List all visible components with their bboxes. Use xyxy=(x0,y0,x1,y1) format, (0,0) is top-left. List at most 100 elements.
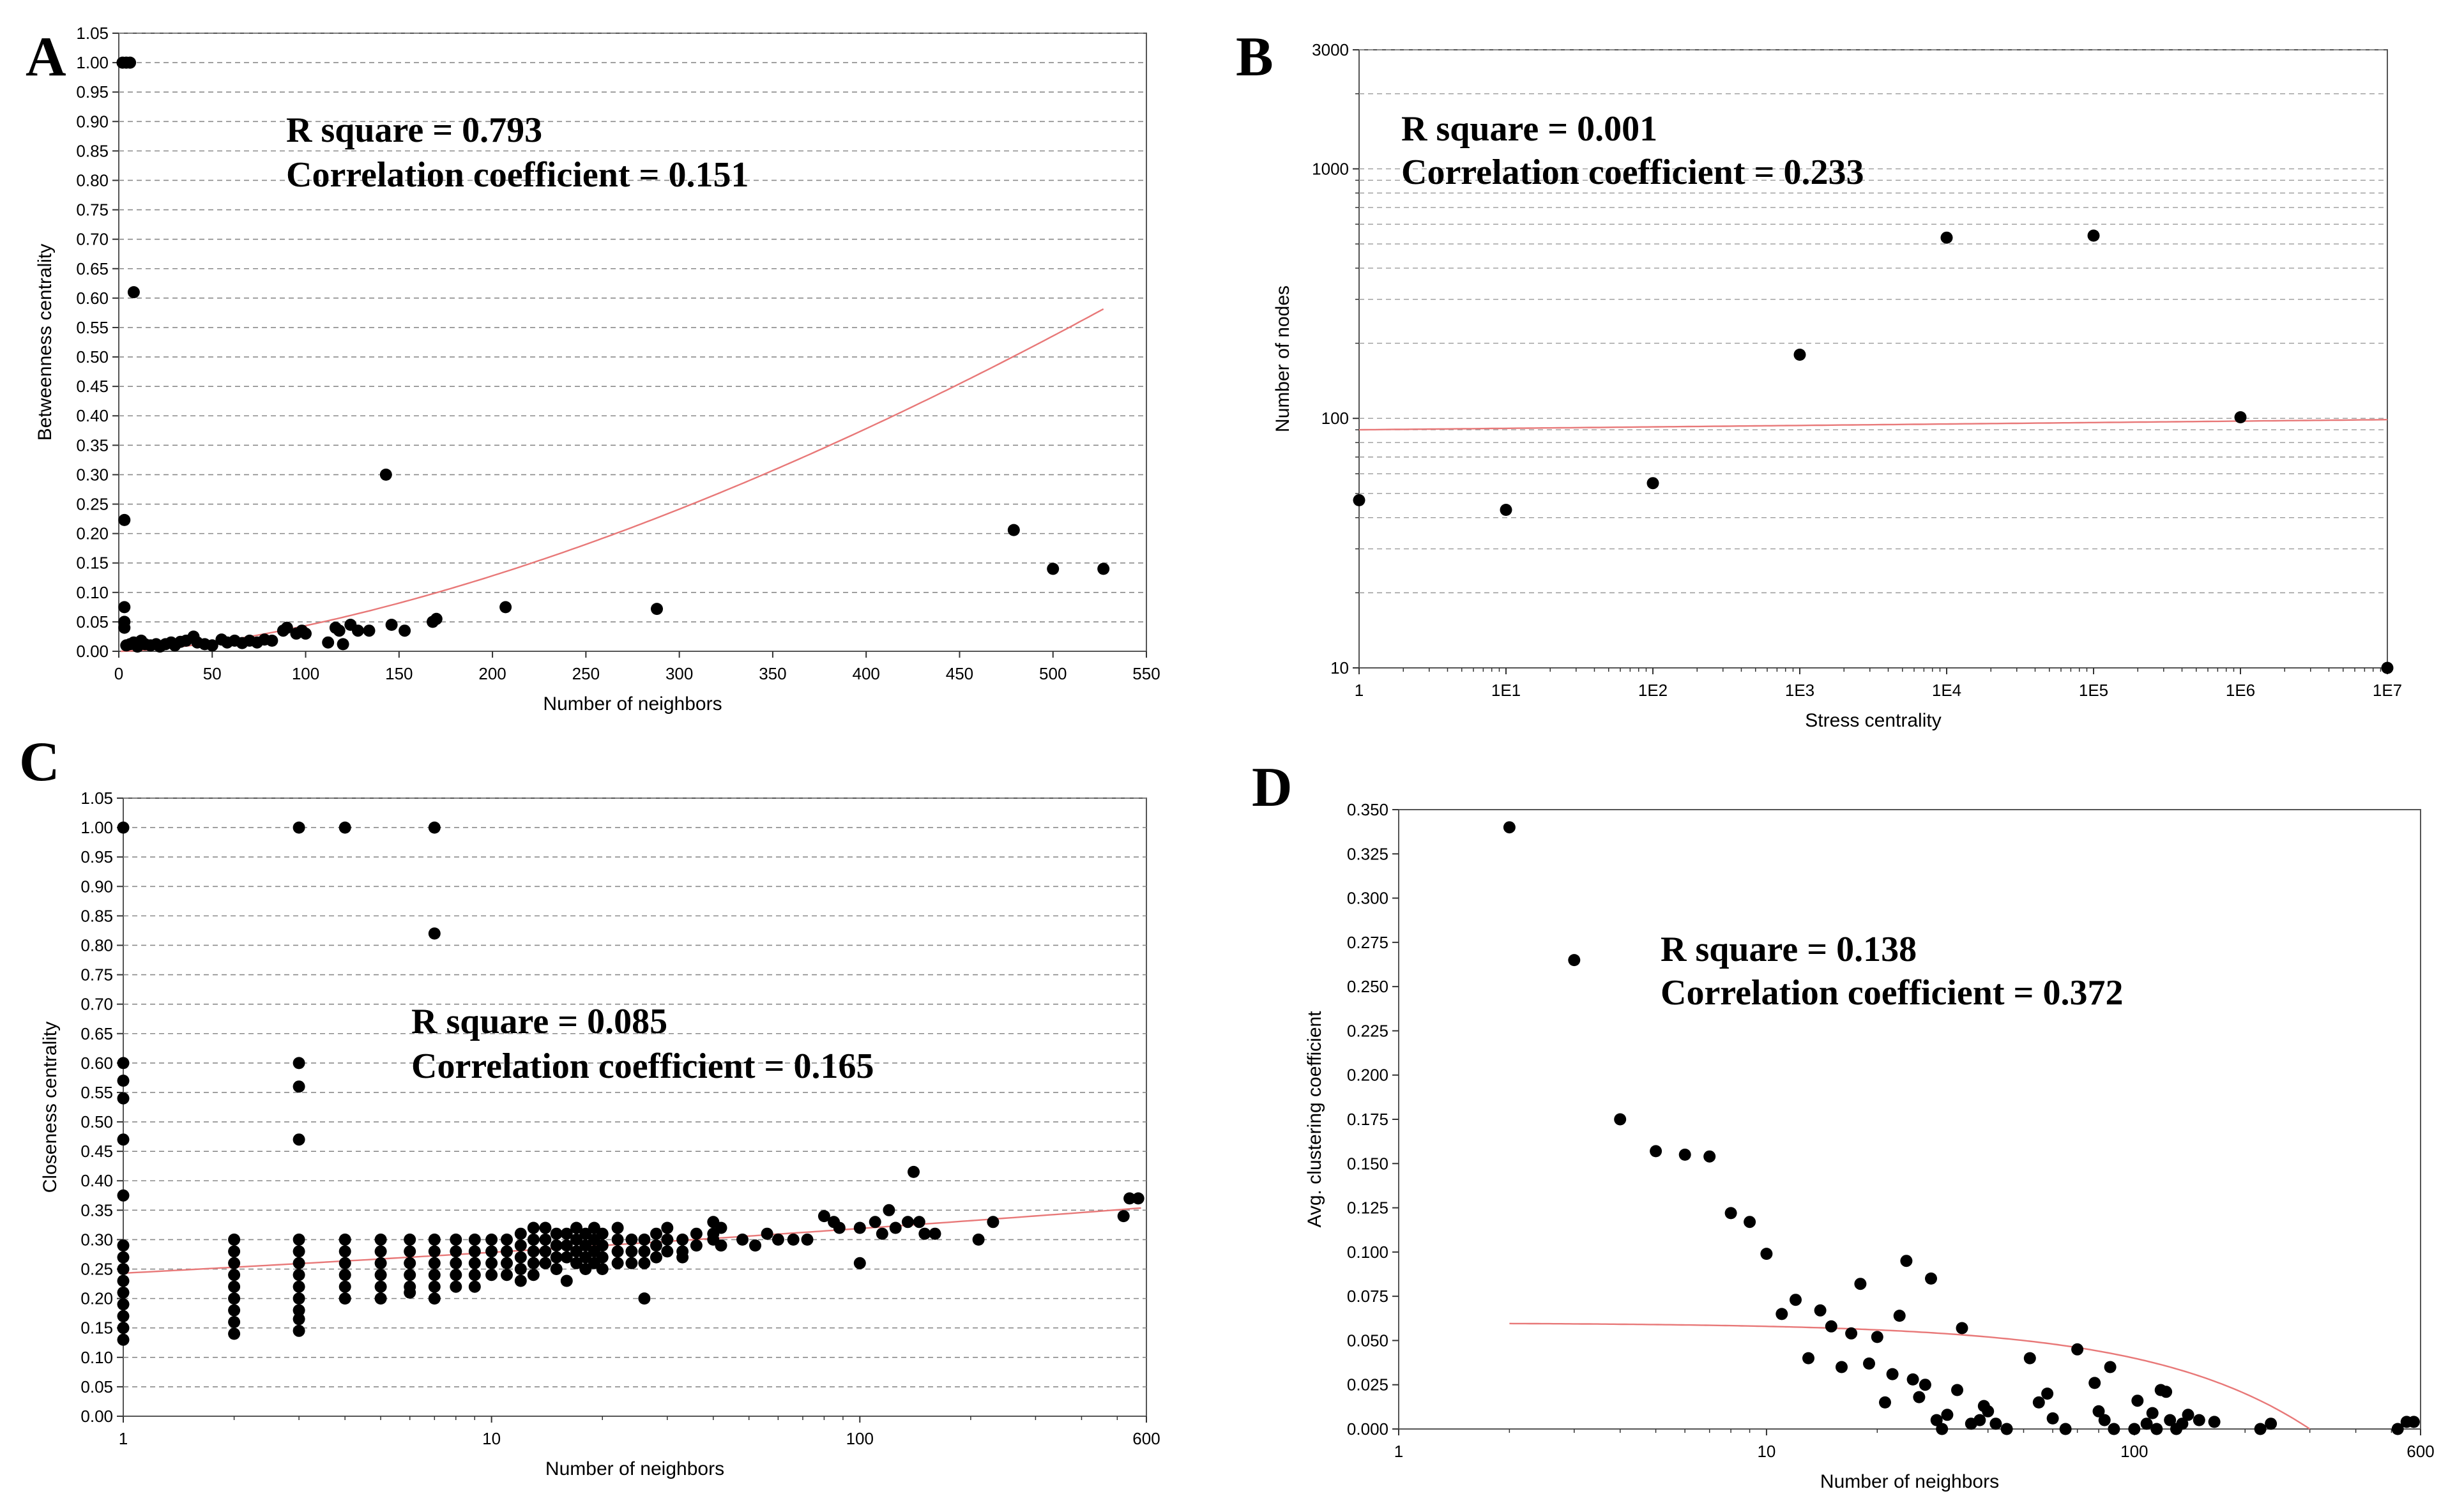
data-point xyxy=(450,1245,462,1258)
data-point xyxy=(117,1310,130,1322)
data-point xyxy=(817,1210,830,1223)
y-tick-label: 0.300 xyxy=(1347,889,1388,908)
data-point xyxy=(293,1257,305,1269)
fit-curve xyxy=(1509,1322,2311,1430)
data-point xyxy=(853,1257,866,1269)
data-point xyxy=(450,1280,462,1293)
data-point xyxy=(363,624,376,637)
data-point xyxy=(1614,1113,1627,1126)
data-point xyxy=(2046,1412,2059,1425)
data-point xyxy=(1871,1331,1883,1343)
x-tick-label: 100 xyxy=(846,1429,874,1448)
data-point xyxy=(2108,1423,2120,1435)
x-tick-label: 10 xyxy=(482,1429,501,1448)
x-tick-label: 100 xyxy=(292,664,319,683)
data-point xyxy=(638,1292,651,1305)
data-point xyxy=(2391,1423,2404,1435)
x-tick-label: 1E6 xyxy=(2226,681,2255,700)
data-point xyxy=(2265,1418,2278,1430)
data-point xyxy=(1007,524,1020,536)
data-point xyxy=(293,1324,305,1337)
x-tick-label: 0 xyxy=(114,664,123,683)
y-tick-label: 0.80 xyxy=(76,170,109,190)
data-point xyxy=(2059,1423,2072,1435)
data-point xyxy=(293,1080,305,1093)
data-point xyxy=(539,1221,552,1234)
r-square-label: R square = 0.085 xyxy=(411,1002,667,1041)
y-axis-label: Betweenness centrality xyxy=(34,244,56,441)
y-tick-label: 0.025 xyxy=(1347,1375,1388,1395)
x-tick-label: 400 xyxy=(852,664,879,683)
data-point xyxy=(1886,1368,1899,1380)
data-point xyxy=(428,821,441,834)
x-tick-label: 1E2 xyxy=(1638,681,1668,700)
y-tick-label: 0.85 xyxy=(80,906,113,925)
y-tick-label: 0.000 xyxy=(1347,1419,1388,1439)
data-point xyxy=(404,1286,416,1299)
data-point xyxy=(374,1245,387,1258)
data-point xyxy=(450,1257,462,1269)
data-point xyxy=(404,1245,416,1258)
panel-letter: D xyxy=(1252,757,1293,819)
y-tick-label: 3000 xyxy=(1312,40,1349,59)
chart-panel-c: 0.00 0.05 0.10 0.15 0.20 0.25 0.30 0.35 0.40 0.45… xyxy=(19,731,1160,1479)
y-tick-label: 100 xyxy=(1321,409,1349,428)
data-point xyxy=(1900,1255,1913,1267)
data-point xyxy=(972,1233,985,1246)
data-point xyxy=(913,1216,925,1228)
data-point xyxy=(901,1216,914,1228)
x-tick-label: 50 xyxy=(203,664,222,683)
data-point xyxy=(1353,494,1365,506)
data-point xyxy=(539,1257,552,1269)
data-point xyxy=(596,1263,609,1275)
data-point xyxy=(228,1304,241,1317)
y-tick-label: 0.45 xyxy=(80,1142,113,1161)
x-tick-label: 100 xyxy=(2120,1442,2148,1461)
data-point xyxy=(761,1227,773,1240)
y-tick-label: 0.20 xyxy=(76,524,109,543)
y-tick-label: 0.90 xyxy=(80,877,113,896)
x-axis-label: Number of neighbors xyxy=(1820,1471,1999,1492)
data-point xyxy=(468,1280,481,1293)
y-tick-label: 0.75 xyxy=(76,200,109,220)
data-point xyxy=(1936,1423,1949,1435)
x-tick-label: 1E7 xyxy=(2373,681,2402,700)
data-point xyxy=(596,1251,609,1264)
data-point xyxy=(228,1269,241,1281)
data-point xyxy=(1123,1192,1136,1205)
data-point xyxy=(650,1227,662,1240)
data-point xyxy=(579,1263,592,1275)
data-point xyxy=(338,1257,351,1269)
y-tick-label: 0.15 xyxy=(76,554,109,573)
data-point xyxy=(385,619,398,631)
data-point xyxy=(1760,1248,1773,1260)
y-tick-label: 0.200 xyxy=(1347,1066,1388,1085)
data-point xyxy=(638,1245,651,1258)
data-point xyxy=(611,1257,624,1269)
data-point xyxy=(1913,1391,1926,1403)
data-point xyxy=(570,1257,582,1269)
data-point xyxy=(853,1221,866,1234)
data-point xyxy=(430,612,443,625)
data-point xyxy=(1982,1405,1995,1418)
data-point xyxy=(550,1227,563,1240)
data-point xyxy=(1117,1210,1130,1223)
data-point xyxy=(485,1257,498,1269)
data-point xyxy=(468,1269,481,1281)
data-point xyxy=(228,1257,241,1269)
data-point xyxy=(293,1233,305,1246)
data-point xyxy=(1776,1308,1788,1320)
data-point xyxy=(2098,1414,2111,1426)
data-point xyxy=(1097,563,1110,575)
y-tick-label: 0.30 xyxy=(80,1230,113,1249)
data-point xyxy=(929,1227,941,1240)
data-point xyxy=(611,1221,624,1234)
data-point xyxy=(501,1233,513,1246)
data-point xyxy=(1802,1352,1814,1365)
data-point xyxy=(117,1251,130,1264)
data-point xyxy=(118,513,131,526)
data-point xyxy=(2407,1416,2420,1428)
y-tick-label: 0.60 xyxy=(80,1054,113,1073)
data-point xyxy=(527,1221,540,1234)
data-point xyxy=(2128,1423,2141,1435)
